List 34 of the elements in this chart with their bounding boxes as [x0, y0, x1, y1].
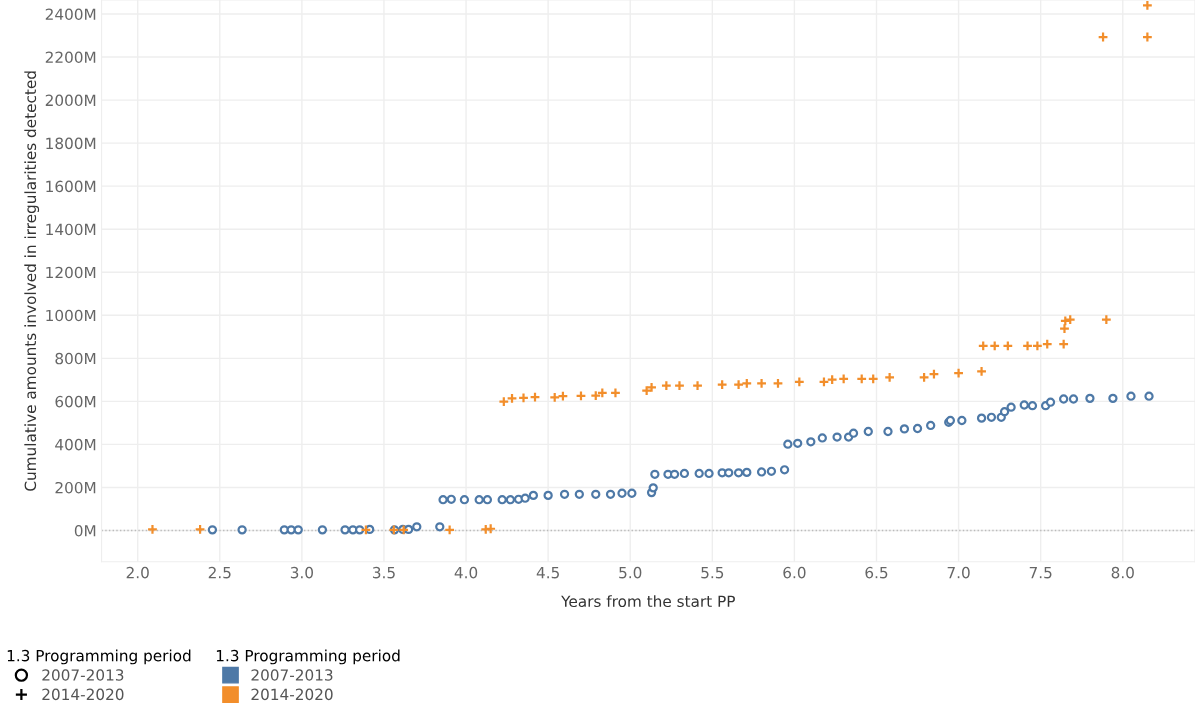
y-tick-label: 400M: [55, 438, 96, 451]
x-tick-label: 7.5: [1029, 567, 1052, 579]
x-tick-label: 6.0: [783, 566, 806, 579]
x-axis-title: Years from the start PP: [561, 595, 735, 608]
x-tick-label: 5.0: [619, 566, 642, 579]
x-tick-label: 4.5: [536, 567, 559, 579]
text: 2007-2013: [42, 669, 124, 681]
x-tick-label: 3.0: [290, 566, 314, 579]
y-tick-label: 200M: [55, 481, 96, 494]
y-tick-label: 2200M: [45, 51, 96, 64]
x-tick-label: 4.0: [454, 566, 478, 579]
y-tick-label: 1000M: [46, 309, 96, 322]
y-axis-title: Cumulative amounts involved in irregularities detected: [24, 71, 40, 491]
y-tick-label: 1400M: [46, 223, 96, 236]
legend-title: 1.3 Programming period: [7, 649, 191, 665]
x-tick-label: 6.5: [865, 566, 888, 579]
legend-label: 2014-2020: [251, 688, 333, 701]
y-tick-label: 800M: [55, 352, 96, 365]
y-tick-label: 1800M: [46, 137, 96, 150]
y-tick-label: 1200M: [46, 266, 96, 279]
text: 2014-2020: [42, 688, 124, 701]
x-tick-label: 8.0: [1111, 566, 1134, 579]
text: 1.3 Programming period: [216, 649, 400, 665]
y-tick-label: 2400M: [45, 8, 96, 21]
y-tick-label: 600M: [55, 395, 96, 408]
x-tick-label: 2.5: [208, 566, 231, 579]
x-tick-label: 7.0: [947, 566, 970, 579]
x-tick-label: 5.5: [701, 567, 724, 579]
x-tick-label: 2.0: [126, 566, 149, 579]
legend-label: 2007-2013: [251, 669, 333, 681]
x-tick-label: 3.5: [372, 566, 395, 579]
y-tick-label: 2000M: [45, 94, 96, 107]
y-tick-label: 0M: [74, 524, 96, 537]
y-tick-label: 1600M: [46, 180, 96, 193]
